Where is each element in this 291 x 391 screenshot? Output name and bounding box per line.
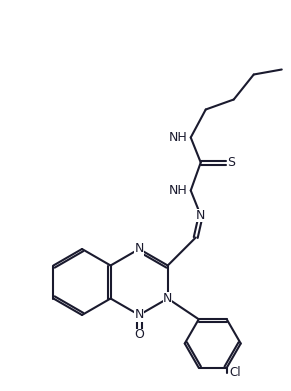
Text: S: S [227,156,235,169]
Text: N: N [134,242,144,255]
Text: O: O [134,328,144,341]
Text: N: N [134,308,144,321]
Text: NH: NH [169,184,188,197]
Text: NH: NH [169,131,188,144]
Text: N: N [134,242,144,255]
Text: Cl: Cl [229,366,241,379]
Text: N: N [163,292,173,305]
Text: N: N [196,209,205,222]
